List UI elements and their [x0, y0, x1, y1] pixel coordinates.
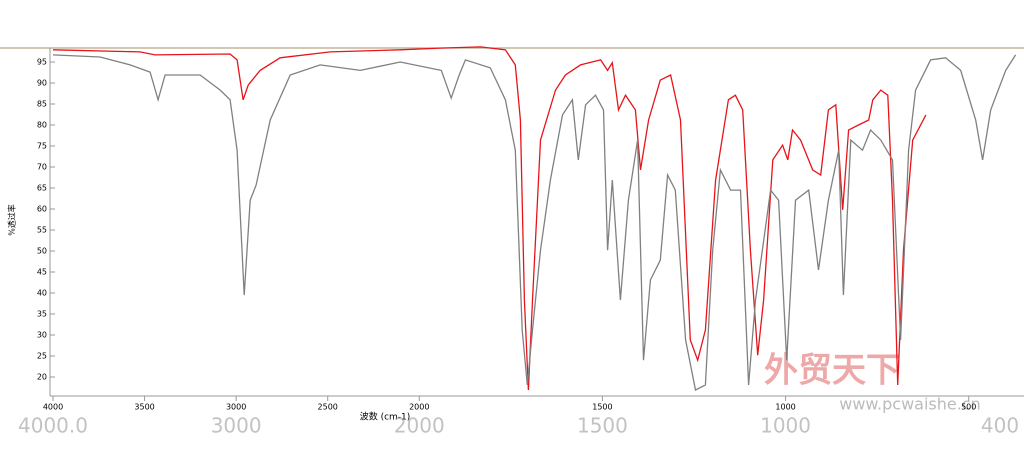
x-tick-label: 1500: [592, 403, 612, 412]
x-large-label: 1500: [577, 414, 628, 438]
x-tick-label: 3500: [134, 403, 154, 412]
y-tick-label: 60: [37, 205, 47, 214]
x-axis-label: 波数 (cm-1): [360, 411, 411, 423]
y-tick-label: 85: [37, 100, 47, 109]
x-tick-label: 2500: [318, 403, 338, 412]
y-axis-label: %透过率: [7, 204, 17, 236]
y-tick-label: 90: [37, 79, 47, 88]
y-tick-label: 50: [37, 247, 47, 256]
y-tick-label: 40: [37, 289, 47, 298]
y-tick-label: 80: [37, 121, 47, 130]
y-tick-label: 65: [37, 184, 47, 193]
x-tick-label: 4000: [43, 403, 63, 412]
y-tick-label: 35: [37, 310, 47, 319]
y-tick-label: 45: [37, 268, 47, 277]
x-tick-label: 2000: [409, 403, 429, 412]
watermark-url: www.pcwaishe.cn: [839, 395, 981, 414]
y-tick-label: 55: [37, 226, 47, 235]
x-large-label: 4000.0: [18, 414, 88, 438]
x-tick-label: 3000: [226, 403, 246, 412]
x-large-label: 1000: [760, 414, 811, 438]
x-large-label: 3000: [211, 414, 262, 438]
y-tick-label: 70: [37, 163, 47, 172]
x-tick-label: 1000: [775, 403, 795, 412]
y-tick-label: 95: [37, 58, 47, 67]
y-tick-label: 25: [37, 352, 47, 361]
spectrum-line: [52, 54, 1017, 391]
spectrum-line: [52, 46, 927, 391]
x-large-label: 2000: [394, 414, 445, 438]
y-tick-label: 75: [37, 142, 47, 151]
x-large-label: 400: [981, 414, 1019, 438]
y-tick-label: 20: [37, 373, 47, 382]
watermark: 外贸天下: [764, 351, 900, 391]
x-tick-label: 500: [961, 403, 976, 412]
y-tick-label: 30: [37, 331, 47, 340]
